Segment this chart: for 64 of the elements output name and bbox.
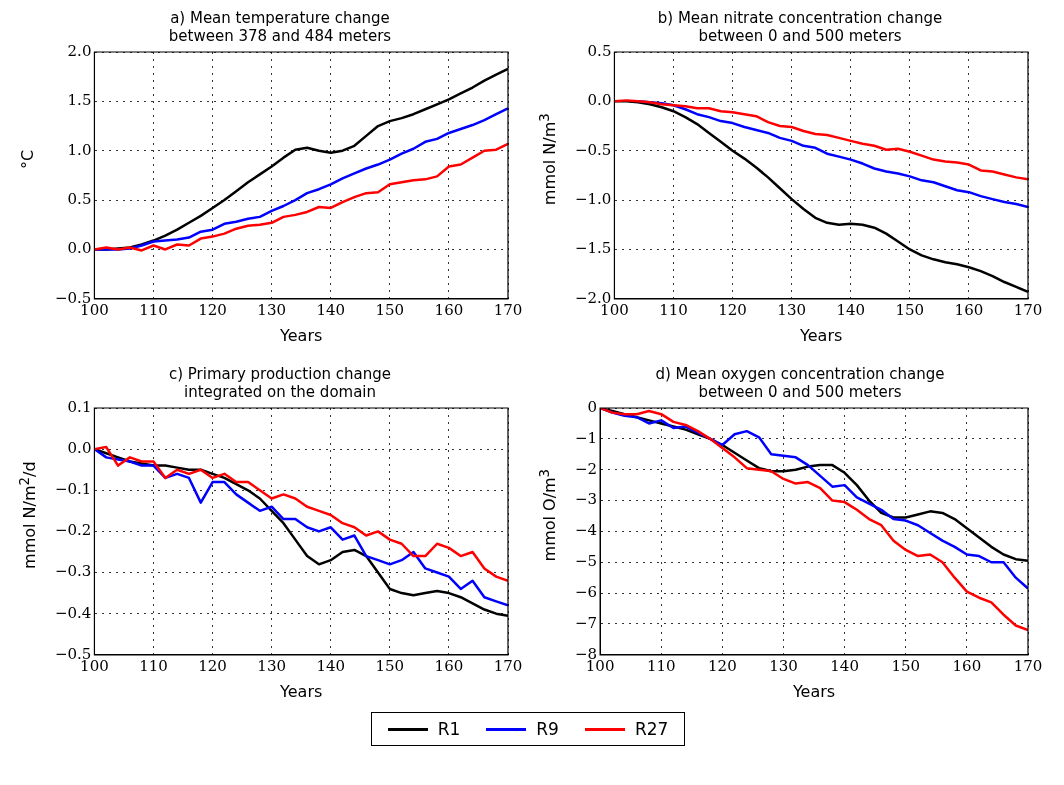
y-tick-label: −0.3 — [54, 562, 92, 581]
chart-title: a) Mean temperature change between 378 and 484 meters — [168, 8, 392, 45]
x-tick-label: 140 — [316, 300, 346, 319]
y-tick-label: −1 — [574, 428, 598, 447]
chart-title: b) Mean nitrate concentration change between 0 and 500 meters — [657, 8, 943, 45]
legend-label: R1 — [437, 719, 461, 739]
x-tick-label: 140 — [836, 300, 866, 319]
x-tick-label: 160 — [954, 300, 984, 319]
y-tick-label: −7 — [574, 613, 598, 632]
y-tick-label: −0.1 — [54, 480, 92, 499]
x-tick-label: 120 — [198, 300, 227, 319]
y-axis-title: °C — [18, 149, 38, 169]
x-tick-label: 150 — [895, 300, 925, 319]
chart-title: c) Primary production change integrated on the domain — [168, 364, 392, 401]
x-tick-label: 140 — [830, 656, 859, 675]
x-tick-label: 130 — [769, 656, 798, 675]
x-tick-label: 170 — [1013, 300, 1043, 319]
y-tick-label: 0.1 — [67, 397, 92, 416]
x-tick-label: 110 — [659, 300, 688, 319]
x-axis-title: Years — [279, 325, 323, 345]
x-tick-label: 120 — [198, 656, 227, 675]
y-tick-label: 0.0 — [67, 239, 92, 258]
y-tick-label: 0.5 — [67, 189, 92, 208]
legend-label: R9 — [536, 719, 559, 739]
x-tick-label: 170 — [493, 656, 523, 675]
x-tick-label: 120 — [708, 656, 737, 675]
y-tick-label: −3 — [574, 490, 598, 509]
y-tick-label: 1.5 — [67, 91, 92, 110]
y-tick-label: −5 — [574, 552, 598, 571]
y-tick-label: 2.0 — [67, 41, 92, 60]
x-tick-label: 160 — [434, 656, 464, 675]
x-axis-title: Years — [791, 681, 836, 701]
y-tick-label: 1.0 — [67, 140, 92, 159]
x-tick-label: 130 — [777, 300, 806, 319]
x-tick-label: 110 — [646, 656, 676, 675]
y-tick-label: 0.0 — [67, 439, 92, 458]
x-tick-label: 130 — [257, 300, 286, 319]
y-tick-label: 0.5 — [587, 41, 612, 60]
x-tick-label: 160 — [434, 300, 464, 319]
chart-title: d) Mean oxygen concentration change between 0 and 500 meters — [655, 364, 945, 401]
y-tick-label: −0.4 — [54, 603, 92, 622]
y-tick-label: −4 — [574, 521, 598, 540]
x-tick-label: 150 — [375, 300, 405, 319]
x-tick-label: 130 — [257, 656, 286, 675]
y-tick-label: −0.2 — [54, 521, 92, 540]
x-tick-label: 170 — [1013, 656, 1043, 675]
y-tick-label: −6 — [574, 582, 598, 601]
y-tick-label: −1.5 — [574, 239, 612, 258]
x-tick-label: 110 — [139, 656, 168, 675]
x-tick-label: 170 — [493, 300, 523, 319]
y-tick-label: −0.5 — [574, 140, 612, 159]
legend-label: R27 — [634, 719, 669, 739]
y-tick-label: −1.0 — [574, 189, 612, 208]
y-tick-label: 0.0 — [587, 91, 612, 110]
y-tick-label: −2 — [574, 459, 598, 478]
x-tick-label: 140 — [316, 656, 346, 675]
x-tick-label: 110 — [139, 300, 168, 319]
y-tick-label: 0 — [587, 397, 598, 416]
x-tick-label: 150 — [375, 656, 405, 675]
x-axis-title: Years — [799, 325, 843, 345]
x-axis-title: Years — [279, 681, 323, 701]
x-tick-label: 160 — [952, 656, 982, 675]
x-tick-label: 150 — [891, 656, 921, 675]
x-tick-label: 120 — [718, 300, 747, 319]
